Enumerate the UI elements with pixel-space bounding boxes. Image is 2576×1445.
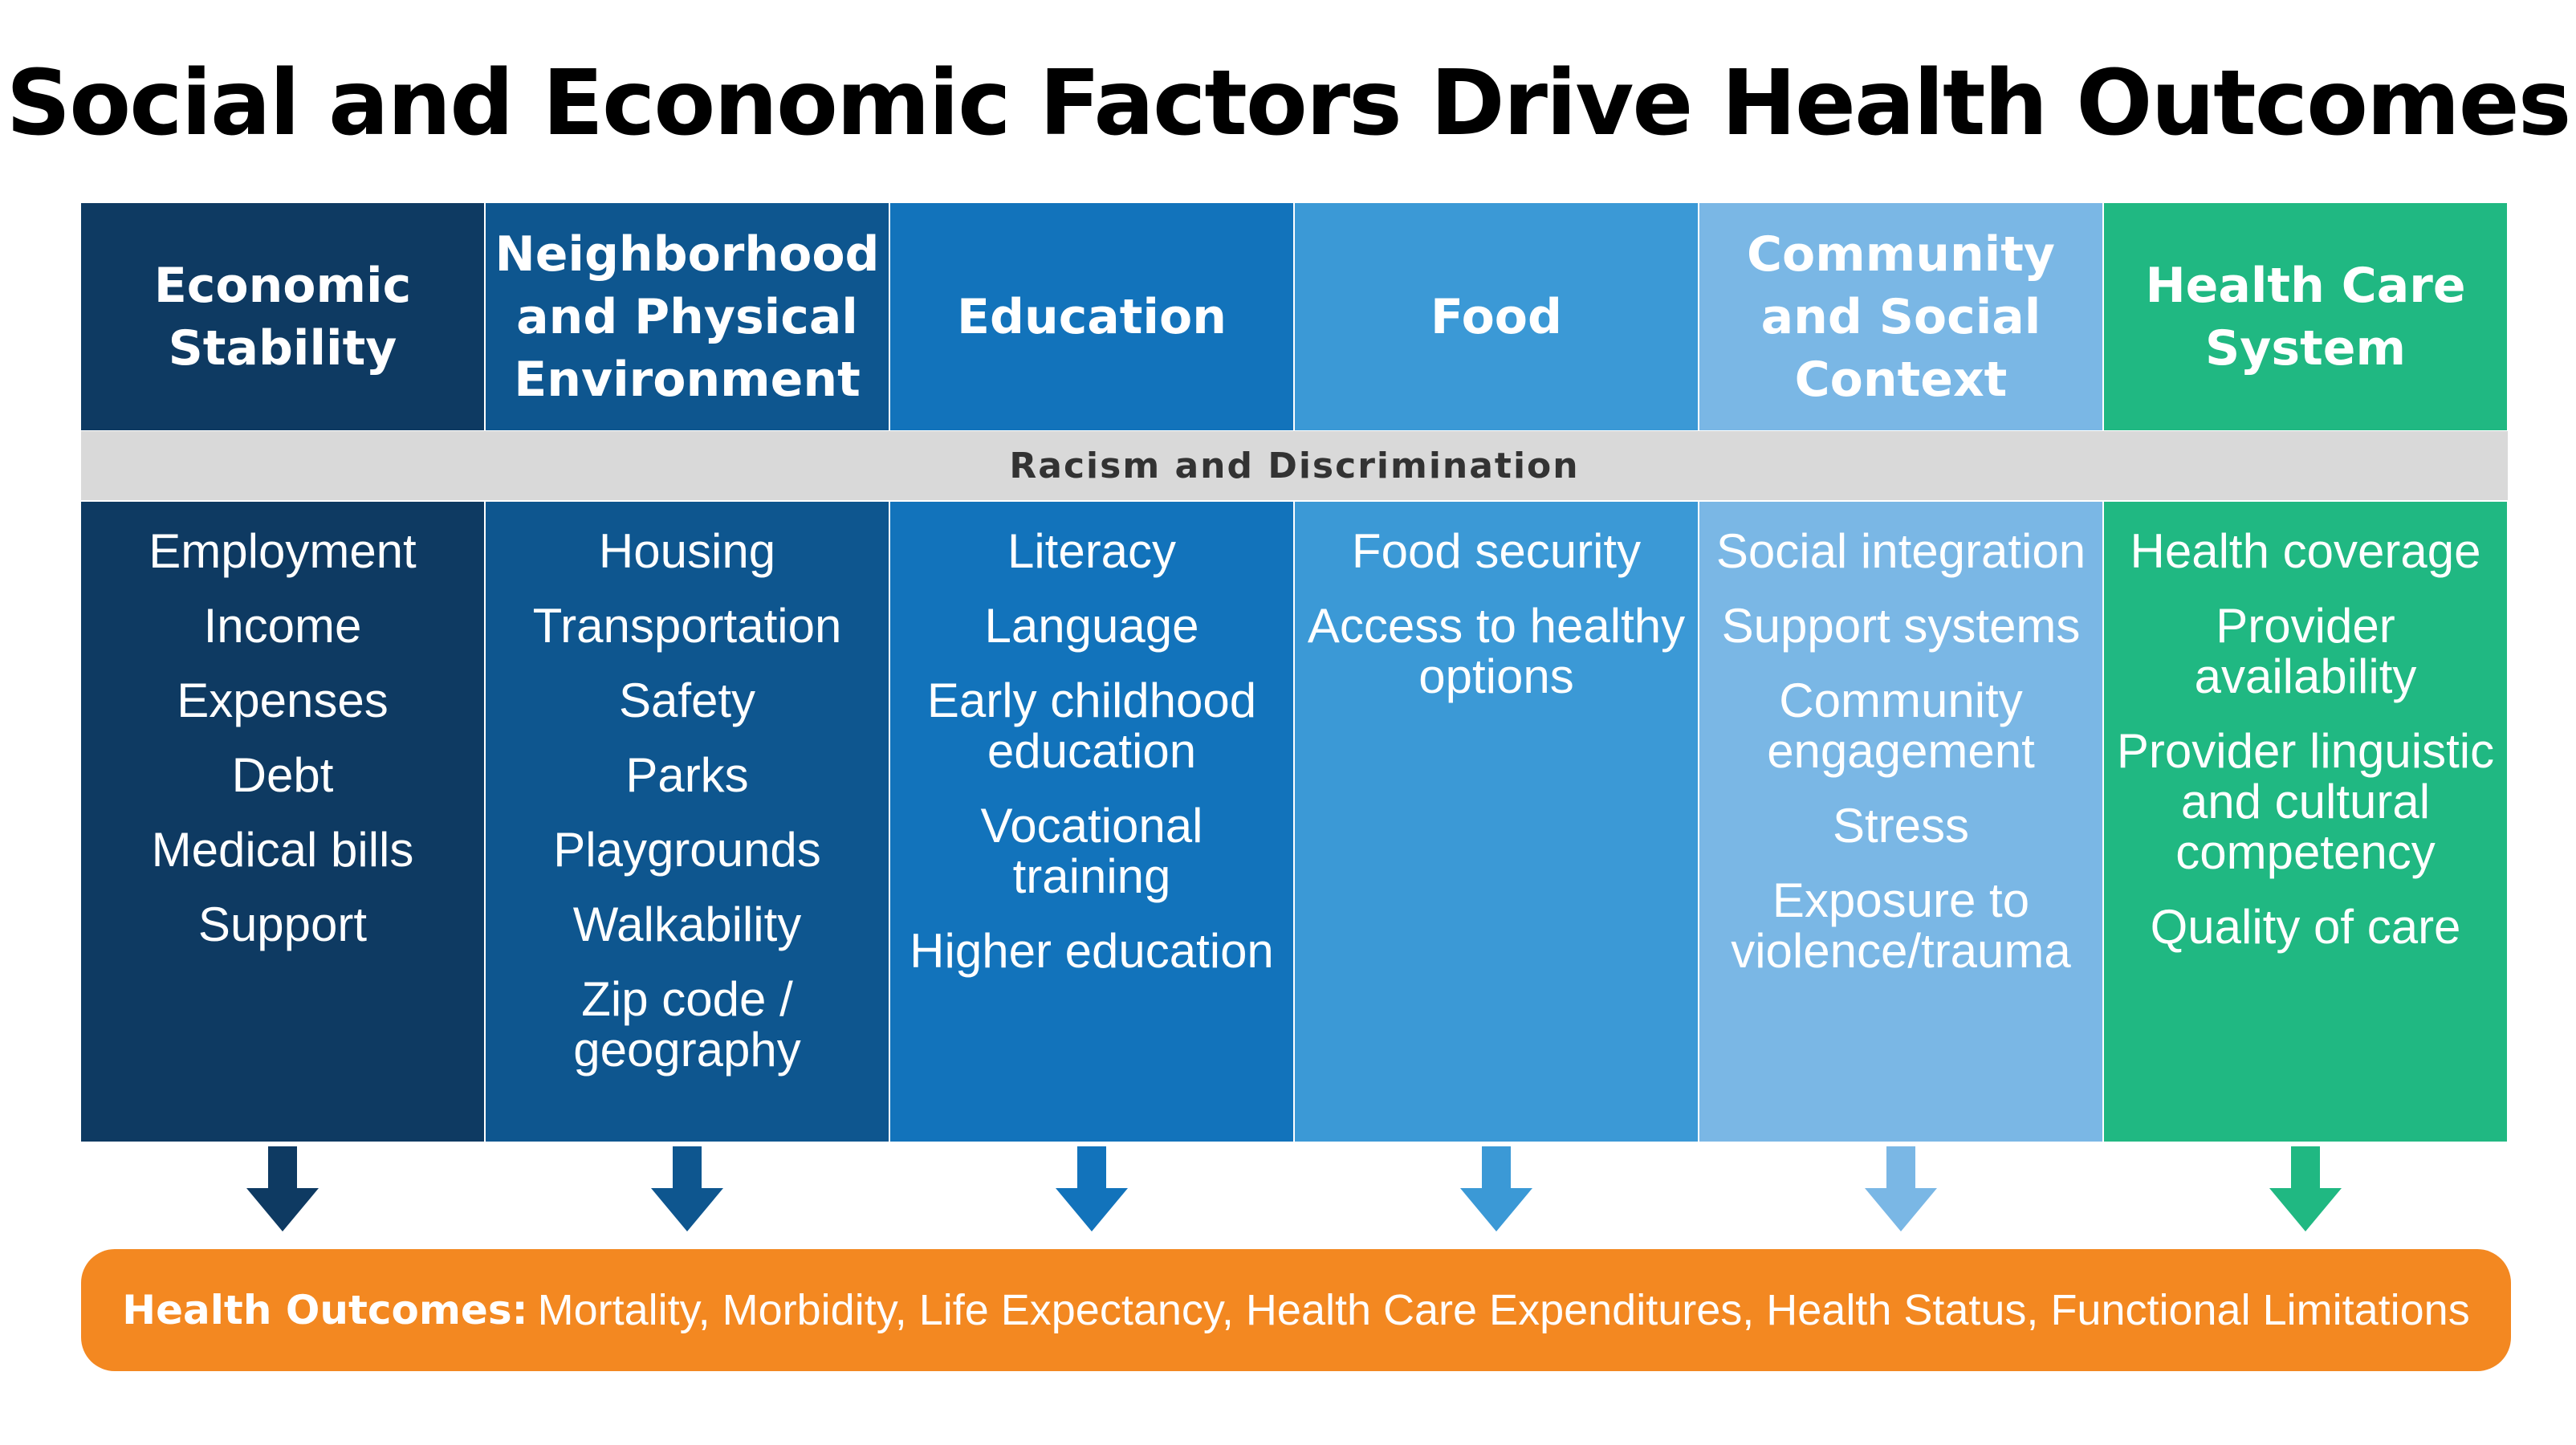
health-outcomes-text: Mortality, Morbidity, Life Expectancy, H… — [537, 1286, 2470, 1334]
down-arrow-icon — [1865, 1146, 1937, 1231]
down-arrow-icon — [651, 1146, 723, 1231]
factor-item: Income — [203, 599, 362, 653]
factor-item: Literacy — [1007, 524, 1177, 578]
column-body: Social integration Support systems Communi… — [1699, 502, 2102, 1142]
column-heading: Food — [1295, 203, 1698, 430]
factor-item: Access to healthy options — [1307, 599, 1686, 703]
down-arrow-icon — [246, 1146, 319, 1231]
factor-item: Debt — [231, 748, 334, 802]
factor-item: Zip code / geography — [573, 972, 801, 1077]
down-arrow-icon — [1056, 1146, 1128, 1231]
column-heading: Health Care System — [2104, 203, 2507, 430]
column-heading: Community and Social Context — [1699, 203, 2102, 430]
column-body: Health coverage Provider availability Prov… — [2104, 502, 2507, 1142]
factor-item: Vocational training — [980, 799, 1203, 903]
factor-item: Walkability — [572, 898, 802, 951]
factor-item: Exposure to violence/trauma — [1731, 873, 2071, 978]
factor-item: Health coverage — [2130, 524, 2481, 578]
factor-item: Provider availability — [2194, 599, 2417, 703]
down-arrow-icon — [1460, 1146, 1532, 1231]
factor-item: Provider linguistic and cultural compete… — [2116, 724, 2495, 879]
factor-item: Medical bills — [151, 823, 414, 877]
factor-item: Support — [197, 898, 368, 951]
column-heading: Education — [890, 203, 1293, 430]
factor-item: Higher education — [910, 924, 1274, 978]
column-body: Employment Income Expenses Debt Medical bill… — [81, 502, 484, 1142]
down-arrow-icon — [2269, 1146, 2342, 1231]
factor-item: Playgrounds — [553, 823, 821, 877]
factor-item: Food security — [1351, 524, 1642, 578]
diagram-title: Social and Economic Factors Drive Health… — [6, 51, 2572, 156]
health-outcomes-bar: Health Outcomes: Mortality, Morbidity, L… — [81, 1249, 2511, 1371]
factor-item: Social integration — [1715, 524, 2086, 578]
factor-item: Community engagement — [1767, 674, 2035, 778]
factor-item: Early childhood education — [926, 674, 1257, 778]
factor-item: Expenses — [177, 674, 389, 727]
health-outcomes-label: Health Outcomes: — [122, 1287, 528, 1333]
factor-item: Housing — [598, 524, 776, 578]
racism-discrimination-band: Racism and Discrimination — [81, 431, 2508, 500]
factor-item: Language — [984, 599, 1199, 653]
column-body: Housing Transportation Safety Parks Playgrou… — [486, 502, 889, 1142]
factor-item: Parks — [625, 748, 749, 802]
column-body: Food security Access to healthy options — [1295, 502, 1698, 1142]
column-heading: Economic Stability — [81, 203, 484, 430]
column-body: Literacy Language Early childhood educatio… — [890, 502, 1293, 1142]
factor-item: Stress — [1832, 799, 1970, 853]
factor-item: Safety — [618, 674, 756, 727]
factor-item: Support systems — [1721, 599, 2081, 653]
factor-item: Transportation — [532, 599, 842, 653]
column-heading: Neighborhood and Physical Environment — [486, 203, 889, 430]
factor-item: Employment — [149, 524, 417, 578]
factor-item: Quality of care — [2150, 900, 2461, 954]
